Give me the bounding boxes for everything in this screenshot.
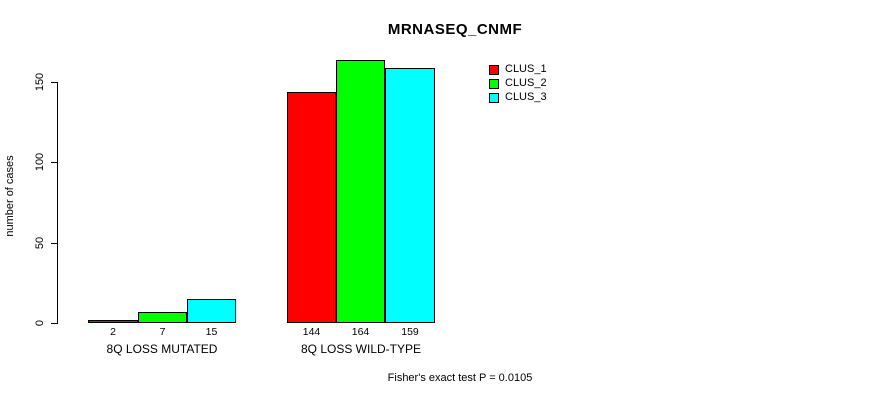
y-axis-tick [51, 162, 58, 163]
category-label: 8Q LOSS MUTATED [106, 342, 218, 356]
bar-value-label: 164 [351, 326, 370, 338]
legend-swatch-icon [489, 92, 499, 103]
legend-swatch-icon [489, 78, 499, 89]
bar-value-label: 144 [302, 326, 321, 338]
bar [385, 68, 435, 323]
legend-row: CLUS_1 [489, 64, 547, 75]
bar [336, 60, 385, 323]
legend-label: CLUS_2 [505, 77, 547, 89]
legend-row: CLUS_2 [489, 78, 547, 89]
y-tick-label: 0 [34, 319, 46, 327]
legend-row: CLUS_3 [489, 92, 547, 103]
bar-value-label: 159 [401, 326, 419, 338]
legend-label: CLUS_1 [505, 63, 547, 75]
y-axis-tick [51, 243, 58, 244]
y-axis-tick [51, 323, 58, 324]
bar [187, 299, 236, 323]
chart-title: MRNASEQ_CNMF [387, 21, 523, 38]
bar [138, 312, 187, 323]
legend: CLUS_1 CLUS_2 CLUS_3 [489, 64, 547, 103]
legend-label: CLUS_3 [505, 91, 547, 103]
y-tick-label: 150 [34, 72, 46, 92]
bar-value-label: 15 [205, 326, 218, 338]
bar [287, 92, 336, 323]
annotation-fisher-test: Fisher's exact test P = 0.0105 [387, 372, 533, 384]
bar-value-label: 2 [110, 326, 116, 338]
category-label: 8Q LOSS WILD-TYPE [300, 342, 422, 356]
y-tick-label: 50 [34, 236, 46, 250]
y-tick-label: 100 [34, 152, 46, 172]
legend-swatch-icon [489, 64, 499, 75]
bar-value-label: 7 [159, 326, 166, 338]
y-axis-line [57, 82, 58, 323]
y-axis-tick [51, 82, 58, 83]
bar [88, 320, 138, 323]
